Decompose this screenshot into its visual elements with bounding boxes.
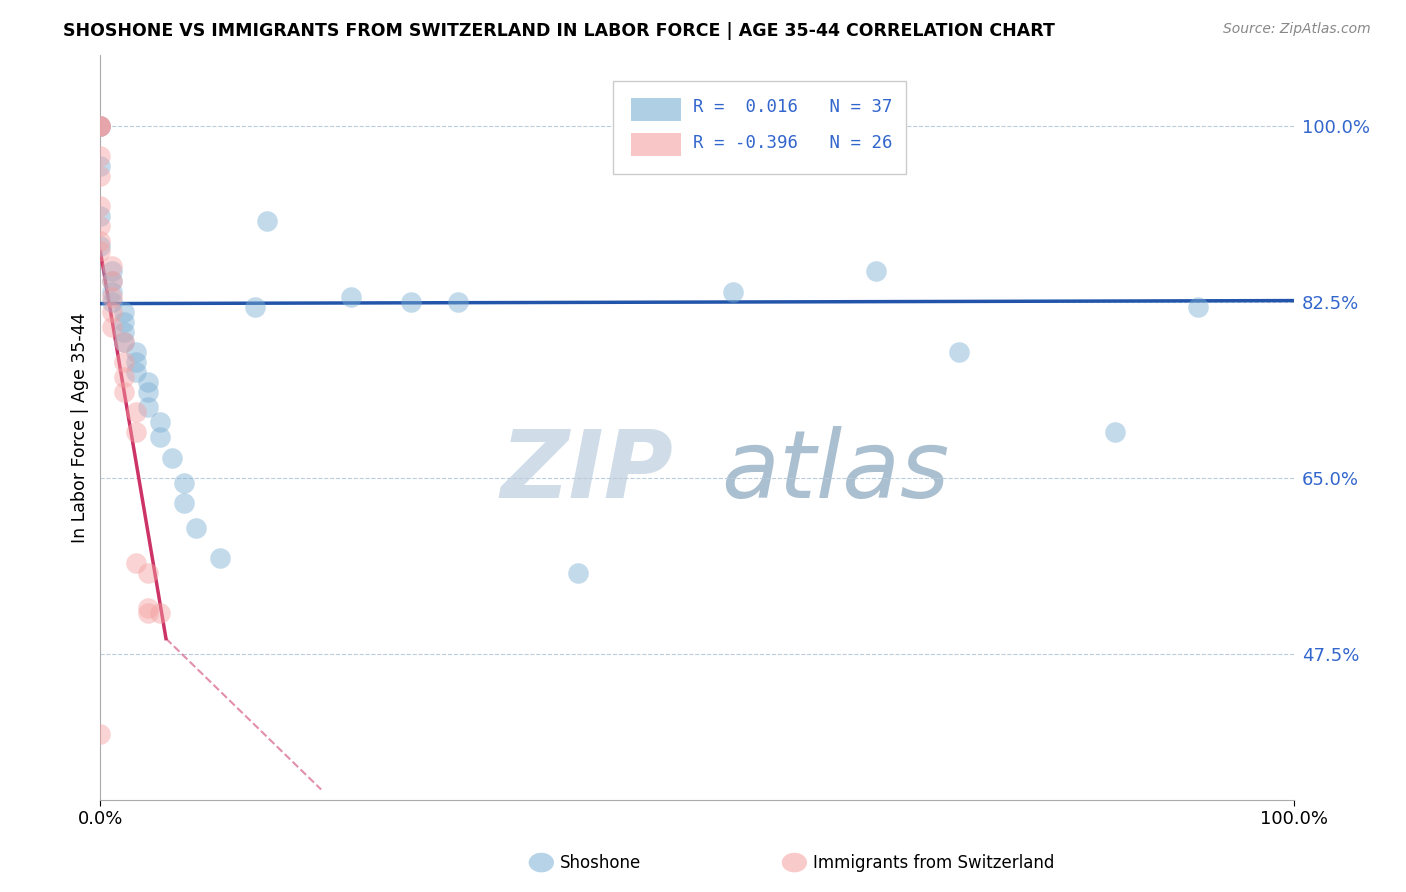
Point — [245, 300, 267, 314]
Point — [125, 344, 148, 359]
Point — [125, 556, 148, 570]
Point — [89, 119, 111, 133]
Text: Immigrants from Switzerland: Immigrants from Switzerland — [813, 854, 1054, 871]
Point — [136, 375, 159, 389]
Point — [89, 219, 111, 234]
Point — [173, 496, 195, 510]
Point — [89, 159, 111, 173]
Point — [125, 355, 148, 369]
Point — [865, 264, 887, 278]
Point — [89, 119, 111, 133]
Point — [112, 334, 135, 349]
Y-axis label: In Labor Force | Age 35-44: In Labor Force | Age 35-44 — [72, 312, 89, 542]
Point — [1187, 300, 1209, 314]
Point — [112, 325, 135, 339]
Point — [101, 304, 124, 318]
Point — [112, 304, 135, 318]
Point — [89, 234, 111, 248]
Text: Source: ZipAtlas.com: Source: ZipAtlas.com — [1223, 22, 1371, 37]
Point — [89, 727, 111, 741]
Point — [89, 119, 111, 133]
Point — [112, 385, 135, 400]
Point — [208, 551, 231, 566]
Point — [125, 405, 148, 419]
FancyBboxPatch shape — [631, 133, 682, 155]
Point — [89, 119, 111, 133]
Point — [101, 319, 124, 334]
Point — [399, 294, 422, 309]
Point — [89, 169, 111, 183]
Point — [101, 264, 124, 278]
Point — [136, 566, 159, 581]
FancyBboxPatch shape — [631, 98, 682, 120]
Point — [149, 415, 172, 429]
Text: Shoshone: Shoshone — [560, 854, 641, 871]
Point — [149, 607, 172, 621]
Point — [89, 199, 111, 213]
Point — [136, 607, 159, 621]
Point — [160, 450, 183, 465]
Point — [340, 289, 363, 303]
Point — [173, 475, 195, 490]
Text: SHOSHONE VS IMMIGRANTS FROM SWITZERLAND IN LABOR FORCE | AGE 35-44 CORRELATION C: SHOSHONE VS IMMIGRANTS FROM SWITZERLAND … — [63, 22, 1054, 40]
FancyBboxPatch shape — [613, 81, 905, 174]
Point — [101, 275, 124, 289]
Point — [149, 430, 172, 444]
Point — [112, 315, 135, 329]
Point — [1104, 425, 1126, 440]
Point — [89, 149, 111, 163]
Point — [256, 214, 278, 228]
Point — [101, 294, 124, 309]
Point — [101, 275, 124, 289]
Text: ZIP: ZIP — [501, 426, 673, 518]
Point — [101, 289, 124, 303]
Text: atlas: atlas — [721, 426, 949, 517]
Point — [447, 294, 470, 309]
Point — [125, 365, 148, 379]
Point — [89, 239, 111, 253]
Point — [721, 285, 744, 299]
Text: R =  0.016   N = 37: R = 0.016 N = 37 — [693, 98, 893, 116]
Point — [89, 119, 111, 133]
Point — [136, 385, 159, 400]
Point — [948, 344, 970, 359]
Point — [136, 601, 159, 615]
Point — [101, 285, 124, 299]
Point — [112, 370, 135, 384]
Point — [112, 355, 135, 369]
Point — [89, 244, 111, 259]
Point — [89, 209, 111, 223]
Text: R = -0.396   N = 26: R = -0.396 N = 26 — [693, 134, 893, 152]
Point — [184, 521, 207, 535]
Point — [136, 401, 159, 415]
Point — [101, 260, 124, 274]
Point — [112, 334, 135, 349]
Point — [125, 425, 148, 440]
Point — [567, 566, 589, 581]
